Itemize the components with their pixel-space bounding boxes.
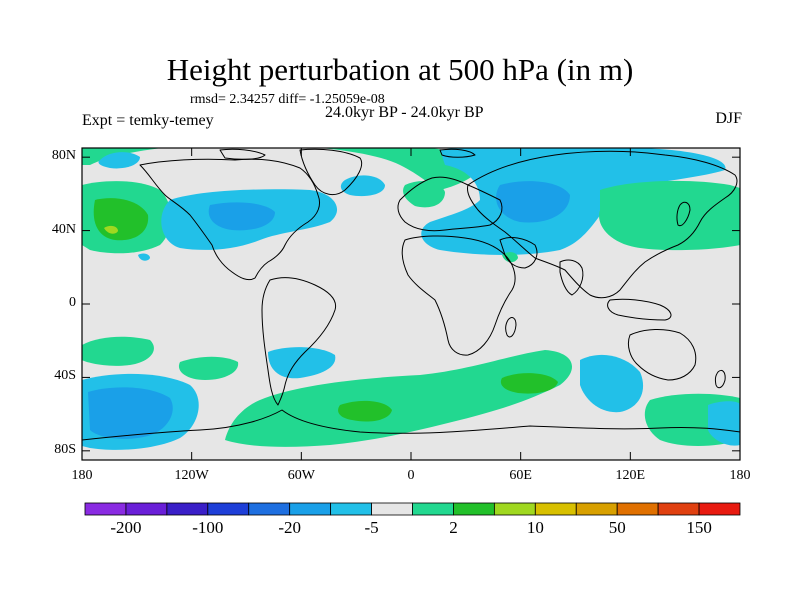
lon-label: 120W	[174, 468, 209, 483]
coastline-antarctica	[82, 409, 740, 441]
coastline-north-america	[139, 158, 321, 281]
lat-label: 80S	[54, 441, 76, 457]
colorbar-swatch	[534, 502, 577, 516]
field-region-south-america-blue	[268, 347, 336, 379]
field-region-south-pacific-darker-blue	[88, 387, 173, 439]
colorbar-swatch	[575, 502, 618, 516]
coastlines	[82, 148, 740, 441]
colorbar-swatch	[657, 502, 700, 516]
colorbar-label: 150	[686, 518, 712, 537]
lon-label: 120E	[615, 468, 646, 483]
period-label: 24.0kyr BP - 24.0kyr BP	[325, 104, 484, 121]
axis-ticks	[81, 148, 741, 460]
coastline-india	[559, 259, 584, 296]
lon-label: 0	[407, 468, 415, 483]
colorbar	[84, 502, 741, 516]
coastline-asia	[467, 150, 738, 299]
colorbar-swatch	[166, 502, 209, 516]
colorbar-swatch	[616, 502, 659, 516]
colorbar-swatch	[412, 502, 454, 516]
colorbar-swatch	[453, 502, 495, 516]
coastline-greenland	[299, 148, 363, 196]
chart-title: Height perturbation at 500 hPa (in m)	[166, 52, 634, 87]
field-region-pacific-small-blue	[138, 253, 150, 261]
lat-label: 80N	[51, 148, 76, 164]
field-region-eurasia-mid-blue	[496, 181, 570, 223]
colorbar-swatch	[84, 502, 127, 516]
coastline-africa	[401, 235, 516, 356]
field-region-arabia-green	[502, 252, 518, 263]
field-region-indian-ocean-dark-green	[500, 373, 558, 394]
colorbar-swatch	[371, 502, 413, 516]
colorbar-label: -200	[110, 518, 142, 537]
colorbar-swatch	[207, 502, 250, 516]
coastline-south-america	[261, 277, 337, 406]
colorbar-swatch	[698, 502, 741, 516]
lon-label: 180	[71, 468, 93, 483]
field-region-asia-green	[599, 180, 740, 251]
colorbar-swatch	[493, 502, 536, 516]
field-region-atlantic-blue	[340, 175, 385, 197]
coastline-indonesia	[607, 298, 672, 321]
experiment-label: Expt = temky-temey	[82, 112, 214, 129]
colorbar-swatch	[248, 502, 291, 516]
lat-label: 40N	[51, 221, 76, 237]
coastline-australia	[627, 329, 697, 381]
coastline-japan	[676, 201, 691, 227]
lon-label: 60E	[509, 468, 532, 483]
field-region-southern-ocean-green	[225, 350, 572, 447]
field-region-eurasia-blue	[421, 148, 726, 255]
colorbar-label: 50	[608, 518, 626, 537]
field-region-greenland-blue	[98, 152, 140, 169]
coastline-arctic-islands	[219, 148, 476, 160]
colorbar-label: 2	[449, 518, 458, 537]
coastline-arabia	[499, 237, 538, 269]
lon-label: 60W	[287, 468, 315, 483]
coastline-new-zealand	[714, 369, 726, 389]
coastline-europe	[397, 176, 503, 232]
field-region-southern-ocean-dark-green	[338, 400, 392, 422]
colorbar-label: 10	[526, 518, 544, 537]
field-region-south-central-pacific-green	[178, 356, 239, 380]
field-region-pacific-yellow	[104, 225, 118, 234]
colorbar-label: -100	[192, 518, 224, 537]
rmsd-diff-stats: rmsd= 2.34257 diff= -1.25059e-08	[190, 92, 385, 107]
coastline-madagascar	[505, 317, 517, 338]
field-region-north-america-mid-blue	[208, 202, 275, 231]
season-label: DJF	[715, 110, 742, 127]
field-region-south-pacific-green	[82, 336, 154, 366]
field-region-south-indian-blue	[580, 354, 644, 413]
lon-label: 180	[729, 468, 751, 483]
colorbar-label: -5	[364, 518, 379, 537]
colorbar-swatch	[330, 502, 372, 516]
colorbar-swatch	[289, 502, 332, 516]
perturbation-field	[82, 148, 740, 450]
field-region-far-south-blue	[708, 401, 740, 446]
lat-label: 0	[69, 295, 76, 310]
colorbar-swatch	[125, 502, 168, 516]
lat-label: 40S	[54, 368, 76, 384]
colorbar-label: -20	[278, 518, 302, 537]
